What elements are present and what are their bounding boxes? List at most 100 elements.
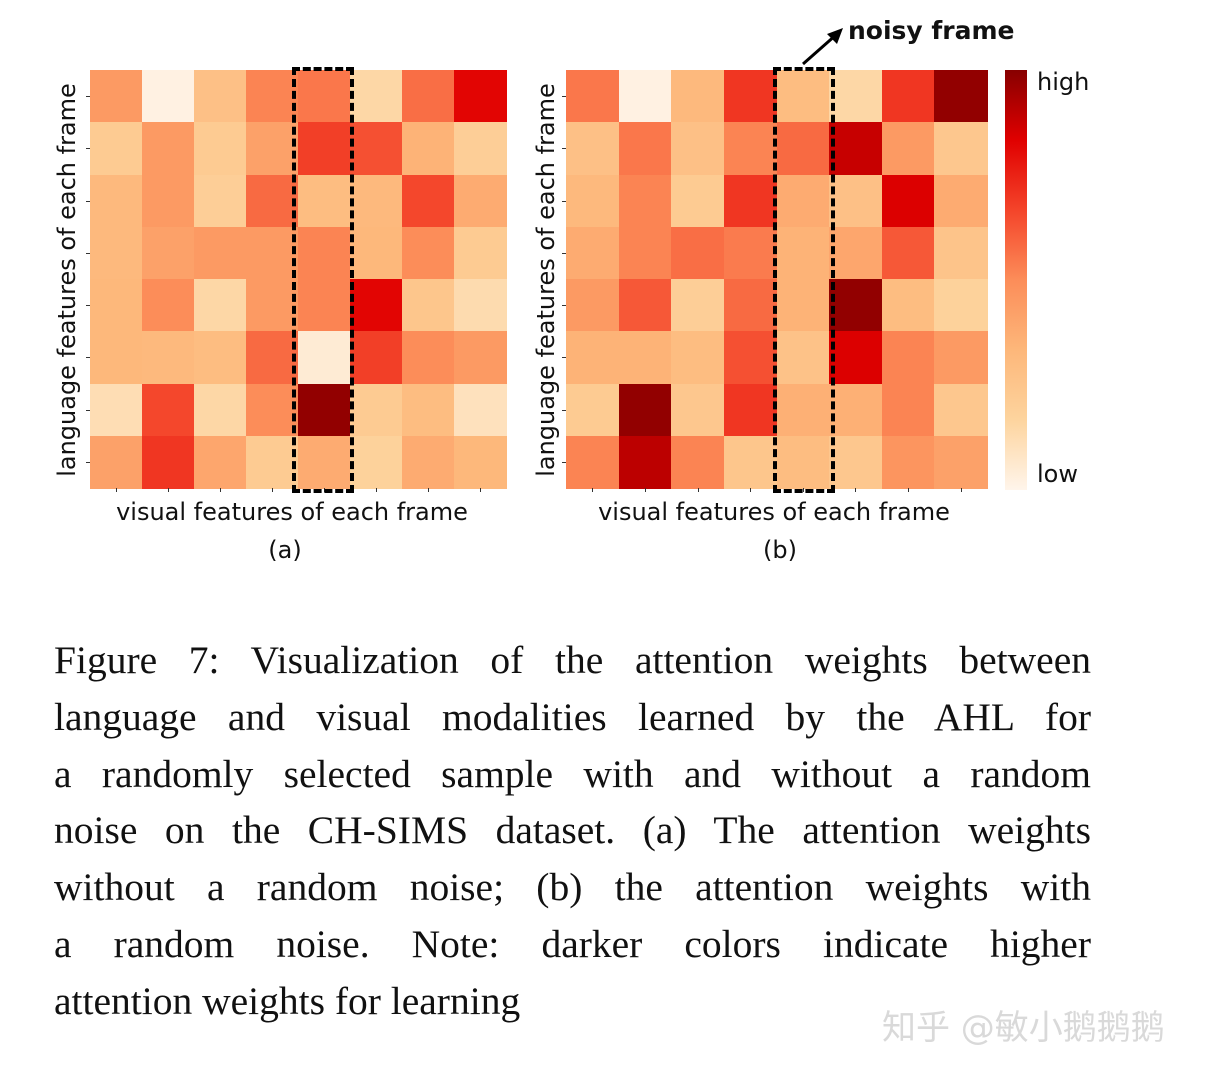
heatmap-cell	[194, 226, 247, 280]
heatmap-cell	[671, 70, 725, 123]
heatmap-cell	[723, 279, 777, 332]
heatmap-cell	[881, 174, 935, 228]
heatmap-cell	[246, 174, 299, 228]
heatmap-cell	[618, 70, 672, 123]
y-tick	[562, 200, 566, 202]
heatmap-cell	[671, 435, 725, 489]
heatmap-cell	[246, 226, 299, 280]
x-axis-label-a: visual features of each frame	[116, 498, 468, 526]
heatmap-cell	[723, 435, 777, 489]
heatmap-cell	[723, 122, 777, 175]
heatmap-cell	[142, 331, 195, 384]
heatmap-cell	[881, 435, 935, 489]
heatmap-cell	[776, 226, 830, 280]
heatmap-cell	[402, 279, 455, 332]
noisy-frame-annotation: noisy frame	[848, 16, 1015, 45]
heatmap-cell	[776, 174, 830, 228]
y-tick	[86, 461, 90, 463]
heatmap-cell	[618, 122, 672, 175]
heatmap-cell	[454, 435, 507, 489]
heatmap-cell	[934, 383, 988, 437]
x-tick	[480, 488, 481, 492]
arrow-icon	[802, 28, 843, 66]
heatmap-cell	[454, 383, 507, 437]
heatmap-cell	[350, 435, 403, 489]
heatmap-cell	[934, 435, 988, 489]
caption-line: Figure 7: Visualization of the attention…	[54, 638, 1091, 682]
x-tick	[220, 488, 221, 492]
panel-label-a: (a)	[268, 536, 302, 564]
y-tick	[562, 96, 566, 98]
heatmap-cell	[142, 70, 195, 123]
heatmap-cell	[934, 331, 988, 384]
y-tick	[562, 461, 566, 463]
heatmap-b	[562, 70, 988, 492]
heatmap-cell	[142, 174, 195, 228]
heatmap-cell	[776, 383, 830, 437]
y-tick	[86, 357, 90, 359]
heatmap-cell	[881, 70, 935, 123]
figure-caption: Figure 7: Visualization of the attention…	[54, 632, 1091, 1030]
heatmap-cell	[194, 70, 247, 123]
heatmap-cell	[671, 174, 725, 228]
heatmap-cell	[298, 70, 351, 123]
heatmap-cell	[246, 383, 299, 437]
watermark: 知乎 @敏小鹅鹅鹅	[882, 1008, 1165, 1048]
heatmap-cell	[829, 70, 883, 123]
heatmap-cell	[402, 122, 455, 175]
heatmap-cell	[566, 174, 620, 228]
heatmap-cell	[829, 279, 883, 332]
heatmap-cell	[194, 174, 247, 228]
heatmap-cell	[934, 226, 988, 280]
y-tick	[562, 148, 566, 150]
y-axis-label-a: language features of each frame	[53, 83, 81, 477]
heatmap-cell	[90, 226, 143, 280]
heatmap-cell	[246, 435, 299, 489]
caption-line: a randomly selected sample with and with…	[54, 751, 1091, 796]
heatmap-cell	[566, 383, 620, 437]
heatmap-cell	[934, 122, 988, 175]
panel-label-b: (b)	[763, 536, 797, 564]
heatmap-cell	[454, 279, 507, 332]
heatmap-cell	[829, 226, 883, 280]
heatmap-cell	[142, 226, 195, 280]
heatmap-cell	[566, 331, 620, 384]
heatmap-cell	[723, 70, 777, 123]
heatmap-cell	[90, 435, 143, 489]
y-tick	[86, 252, 90, 254]
y-tick	[86, 96, 90, 98]
y-tick	[86, 148, 90, 150]
heatmap-cell	[723, 331, 777, 384]
heatmap-cell	[618, 279, 672, 332]
heatmap-cell	[350, 174, 403, 228]
heatmap-cell	[829, 435, 883, 489]
y-tick	[86, 409, 90, 411]
heatmap-cell	[298, 331, 351, 384]
caption-line: a random noise. Note: darker colors indi…	[54, 921, 1091, 966]
y-tick	[562, 409, 566, 411]
heatmap-cell	[566, 435, 620, 489]
heatmap-cell	[829, 174, 883, 228]
y-tick	[562, 357, 566, 359]
x-tick	[750, 488, 752, 492]
highlight-box-b	[773, 67, 835, 493]
heatmap-cell	[934, 174, 988, 228]
heatmap-cell	[671, 122, 725, 175]
highlight-box-a	[292, 67, 354, 493]
heatmap-cell	[671, 383, 725, 437]
heatmap-cell	[671, 279, 725, 332]
caption-line: noise on the CH-SIMS dataset. (a) The at…	[54, 808, 1091, 853]
x-tick	[592, 488, 594, 492]
heatmap-cell	[298, 226, 351, 280]
heatmap-cell	[298, 435, 351, 489]
heatmap-cell	[298, 383, 351, 437]
heatmap-cell	[566, 70, 620, 123]
x-tick	[272, 488, 273, 492]
heatmap-cell	[881, 383, 935, 437]
heatmap-cell	[618, 435, 672, 489]
colorbar-low-label: low	[1037, 460, 1078, 488]
y-tick	[562, 252, 566, 254]
heatmap-cell	[194, 122, 247, 175]
x-tick	[376, 488, 377, 492]
